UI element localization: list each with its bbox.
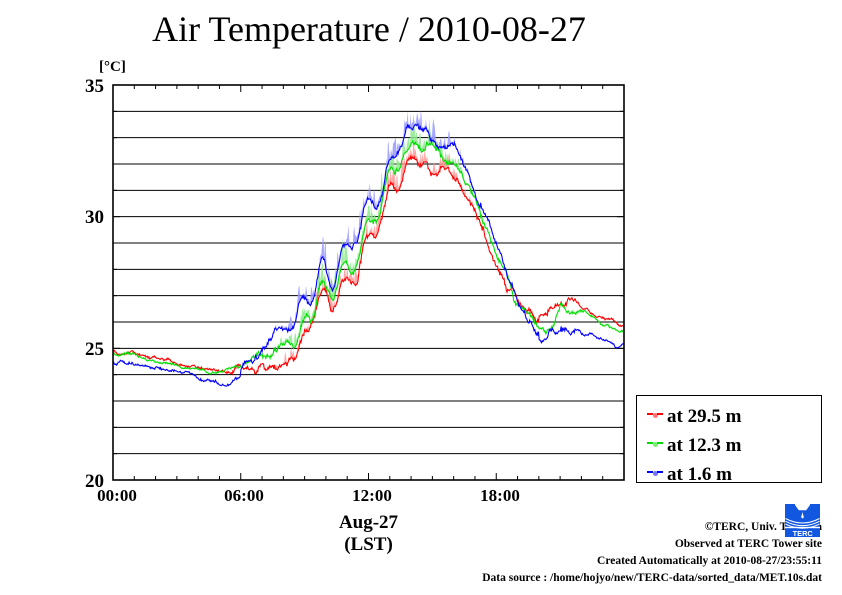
svg-text:TERC: TERC — [793, 529, 814, 537]
